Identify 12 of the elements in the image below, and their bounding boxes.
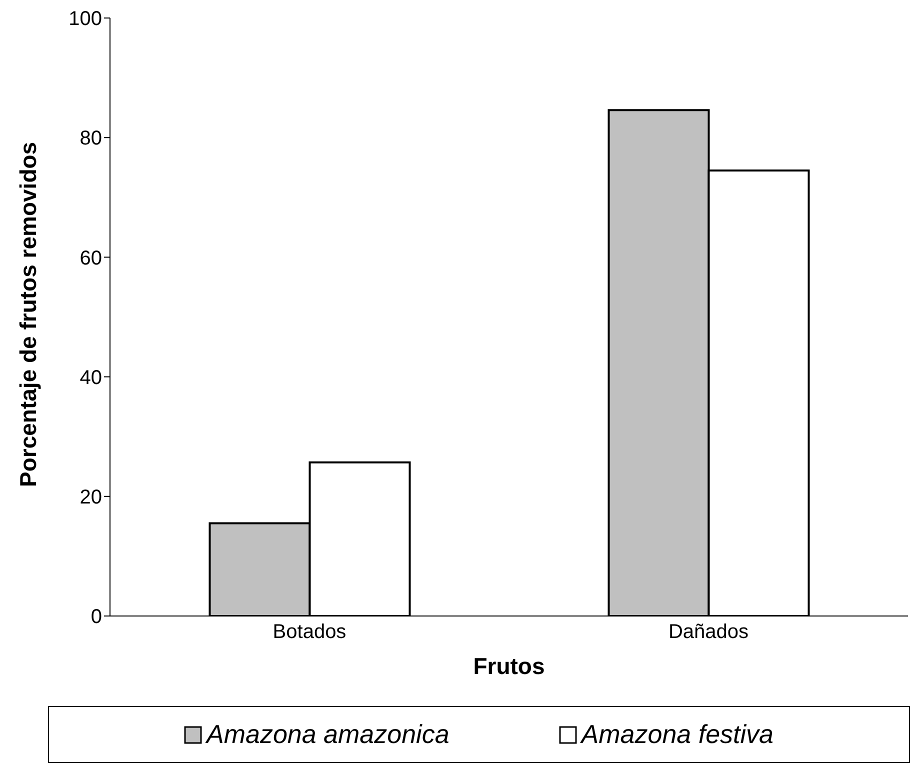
y-tick-label: 0 <box>90 606 102 628</box>
y-tick-label: 100 <box>68 8 102 30</box>
x-tick-label: Botados <box>272 621 346 644</box>
legend-label: Amazona festiva <box>581 719 774 750</box>
y-tick-label: 80 <box>80 128 102 150</box>
y-tick-label: 40 <box>80 366 102 389</box>
y-axis-title: Porcentaje de frutos removidos <box>15 142 42 487</box>
x-axis-title: Frutos <box>473 653 545 679</box>
legend-label: Amazona amazonica <box>206 719 450 750</box>
x-tick-label: Dañados <box>668 621 749 644</box>
y-tick-label: 60 <box>80 247 102 270</box>
y-tick-label: 20 <box>80 486 102 508</box>
